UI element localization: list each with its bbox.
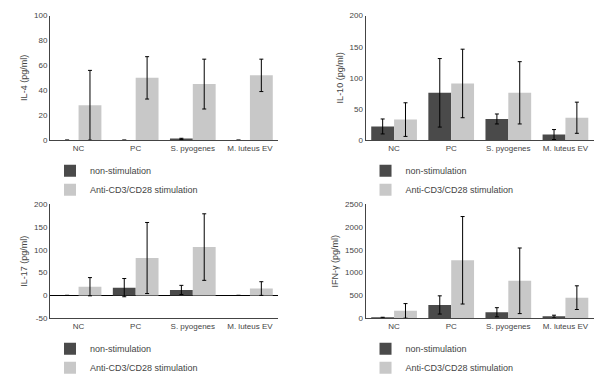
svg-text:PC: PC <box>446 322 457 331</box>
svg-text:0: 0 <box>43 291 48 300</box>
svg-text:2000: 2000 <box>345 223 363 232</box>
svg-text:S. pyogenes: S. pyogenes <box>486 144 530 153</box>
svg-text:non-stimulation: non-stimulation <box>406 344 467 354</box>
svg-text:S. pyogenes: S. pyogenes <box>171 144 215 153</box>
svg-text:2500: 2500 <box>345 200 363 209</box>
svg-text:Anti-CD3/CD28 stimulation: Anti-CD3/CD28 stimulation <box>90 185 198 195</box>
svg-text:Anti-CD3/CD28 stimulation: Anti-CD3/CD28 stimulation <box>406 363 514 373</box>
svg-text:50: 50 <box>354 105 363 114</box>
svg-text:IL-4 (pg/ml): IL-4 (pg/ml) <box>19 55 29 101</box>
svg-text:non-stimulation: non-stimulation <box>406 166 467 176</box>
svg-text:100: 100 <box>34 246 48 255</box>
svg-text:NC: NC <box>73 144 85 153</box>
svg-text:IL-17 (pg/ml): IL-17 (pg/ml) <box>19 236 29 287</box>
svg-text:150: 150 <box>350 43 364 52</box>
svg-text:150: 150 <box>34 223 48 232</box>
svg-text:20: 20 <box>38 111 47 120</box>
svg-text:200: 200 <box>350 11 364 20</box>
svg-text:Anti-CD3/CD28 stimulation: Anti-CD3/CD28 stimulation <box>90 363 198 373</box>
svg-text:50: 50 <box>38 268 47 277</box>
svg-text:NC: NC <box>73 322 85 331</box>
svg-text:0: 0 <box>358 136 363 145</box>
svg-text:1000: 1000 <box>345 268 363 277</box>
svg-text:Anti-CD3/CD28 stimulation: Anti-CD3/CD28 stimulation <box>406 185 514 195</box>
svg-text:-50: -50 <box>36 314 48 323</box>
svg-text:non-stimulation: non-stimulation <box>90 344 151 354</box>
svg-text:IFN-γ (pg/ml): IFN-γ (pg/ml) <box>330 235 340 288</box>
svg-text:PC: PC <box>130 144 141 153</box>
svg-text:S. pyogenes: S. pyogenes <box>171 322 215 331</box>
svg-text:PC: PC <box>446 144 457 153</box>
svg-text:IL-10 (pg/ml): IL-10 (pg/ml) <box>335 52 345 103</box>
svg-text:NC: NC <box>388 144 400 153</box>
svg-text:NC: NC <box>388 322 400 331</box>
svg-text:M. luteus EV: M. luteus EV <box>227 144 273 153</box>
svg-text:40: 40 <box>38 86 47 95</box>
svg-text:100: 100 <box>34 11 48 20</box>
svg-text:S. pyogenes: S. pyogenes <box>486 322 530 331</box>
svg-text:1500: 1500 <box>345 246 363 255</box>
svg-text:M. luteus EV: M. luteus EV <box>543 144 589 153</box>
svg-text:M. luteus EV: M. luteus EV <box>227 322 273 331</box>
svg-text:PC: PC <box>130 322 141 331</box>
svg-text:200: 200 <box>34 200 48 209</box>
svg-text:non-stimulation: non-stimulation <box>90 166 151 176</box>
svg-text:0: 0 <box>358 314 363 323</box>
svg-text:M. luteus EV: M. luteus EV <box>543 322 589 331</box>
svg-text:100: 100 <box>350 74 364 83</box>
svg-text:0: 0 <box>43 136 48 145</box>
svg-text:500: 500 <box>350 291 364 300</box>
svg-text:60: 60 <box>38 61 47 70</box>
svg-text:80: 80 <box>38 36 47 45</box>
